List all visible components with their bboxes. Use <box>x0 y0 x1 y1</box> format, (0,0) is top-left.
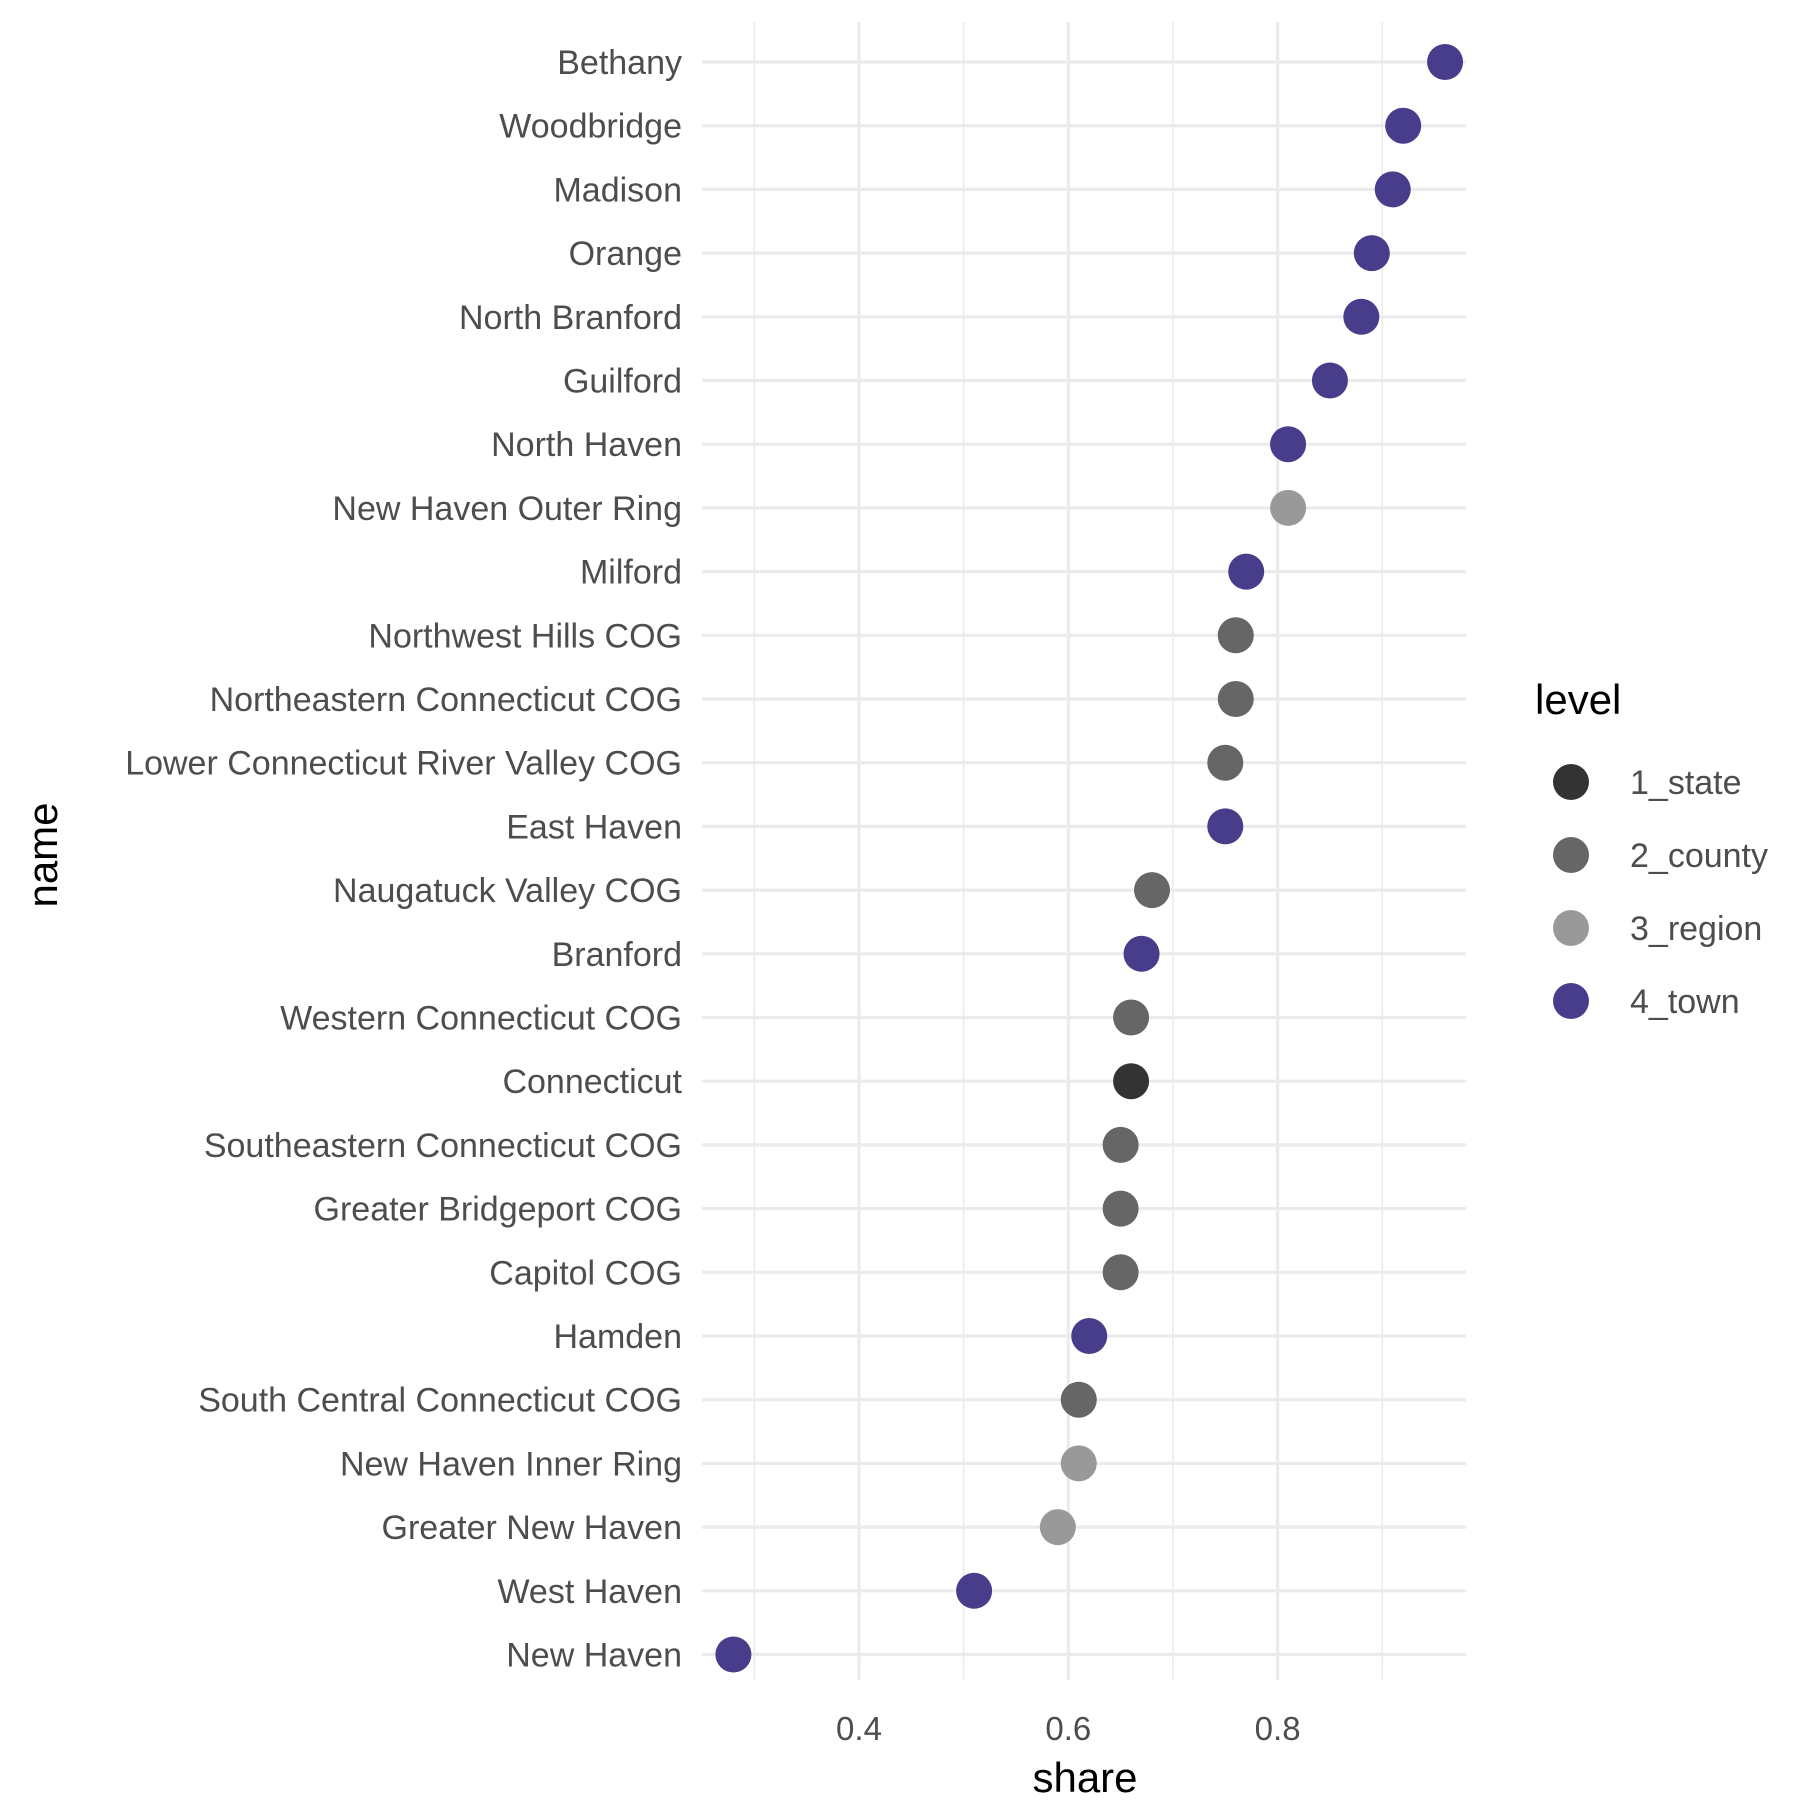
data-point <box>1353 235 1390 272</box>
y-tick-label: East Haven <box>506 808 682 846</box>
data-point <box>1060 1445 1097 1482</box>
data-point <box>1102 1190 1139 1227</box>
data-point <box>1039 1509 1076 1546</box>
data-point <box>1102 1126 1139 1163</box>
y-axis-title: name <box>19 802 66 907</box>
y-tick-label: Connecticut <box>502 1063 682 1101</box>
legend-key <box>1553 983 1589 1019</box>
minor-gridlines <box>753 22 1384 1680</box>
legend-title: level <box>1535 676 1621 723</box>
major-horizontal-gridlines <box>702 60 1466 1657</box>
x-tick-label: 0.4 <box>836 1710 882 1747</box>
x-axis-tick-labels: 0.4 0.6 0.8 <box>836 1710 1301 1747</box>
y-tick-label: Bethany <box>557 44 682 82</box>
y-tick-label: Northwest Hills COG <box>368 617 682 655</box>
y-axis-tick-labels: Bethany Woodbridge Madison Orange North Bran… <box>125 44 682 1675</box>
y-tick-label: West Haven <box>497 1573 682 1611</box>
data-point <box>1102 1254 1139 1291</box>
data-point <box>1071 1318 1108 1354</box>
y-tick-label: Greater New Haven <box>382 1509 682 1547</box>
data-point <box>1385 107 1422 144</box>
y-tick-label: Madison <box>553 171 682 209</box>
y-tick-label: Milford <box>580 554 682 592</box>
y-tick-label: North Branford <box>459 299 682 337</box>
data-point <box>1228 553 1265 590</box>
data-point <box>1311 362 1348 399</box>
data-point <box>956 1572 993 1609</box>
data-point <box>1207 744 1244 781</box>
data-point <box>1270 489 1307 526</box>
y-tick-label: Capitol COG <box>489 1254 682 1292</box>
y-tick-label: Woodbridge <box>499 108 682 146</box>
y-tick-label: Western Connecticut COG <box>280 1000 682 1038</box>
y-tick-label: Greater Bridgeport COG <box>314 1191 682 1229</box>
y-tick-label: South Central Connecticut COG <box>198 1382 682 1420</box>
data-point <box>1123 935 1160 972</box>
y-tick-label: Orange <box>569 235 682 273</box>
y-tick-label: New Haven <box>506 1637 682 1675</box>
data-point <box>1217 681 1254 717</box>
y-tick-label: Guilford <box>563 363 682 401</box>
y-tick-label: New Haven Outer Ring <box>332 490 682 528</box>
data-point <box>1270 426 1307 463</box>
legend-key <box>1553 764 1589 800</box>
data-point <box>1207 808 1244 845</box>
data-point <box>1374 171 1411 208</box>
legend-key <box>1553 837 1589 873</box>
data-point <box>1134 872 1171 909</box>
y-tick-label: Hamden <box>553 1318 682 1356</box>
data-point <box>715 1636 752 1673</box>
data-point <box>1343 298 1380 335</box>
x-tick-label: 0.6 <box>1045 1710 1091 1747</box>
legend-label: 2_county <box>1630 837 1768 875</box>
data-point <box>1217 617 1254 654</box>
legend-key <box>1553 910 1589 946</box>
y-tick-label: Lower Connecticut River Valley COG <box>125 745 682 783</box>
y-tick-label: Branford <box>552 936 682 974</box>
legend-label: 4_town <box>1630 983 1740 1021</box>
data-points <box>715 44 1464 1673</box>
data-point <box>1113 999 1150 1036</box>
y-tick-label: Naugatuck Valley COG <box>333 872 682 910</box>
y-tick-label: North Haven <box>491 426 682 464</box>
data-point <box>1427 44 1464 80</box>
legend-label: 3_region <box>1630 910 1762 948</box>
data-point <box>1113 1063 1150 1100</box>
data-point <box>1060 1381 1097 1418</box>
legend-label: 1_state <box>1630 764 1742 802</box>
legend: level 1_state 2_county 3_region 4_town <box>1535 676 1768 1021</box>
y-tick-label: New Haven Inner Ring <box>340 1445 682 1483</box>
x-tick-label: 0.8 <box>1255 1710 1301 1747</box>
y-tick-label: Southeastern Connecticut COG <box>204 1127 682 1165</box>
x-axis-title: share <box>1032 1754 1137 1800</box>
y-tick-label: Northeastern Connecticut COG <box>210 681 682 719</box>
